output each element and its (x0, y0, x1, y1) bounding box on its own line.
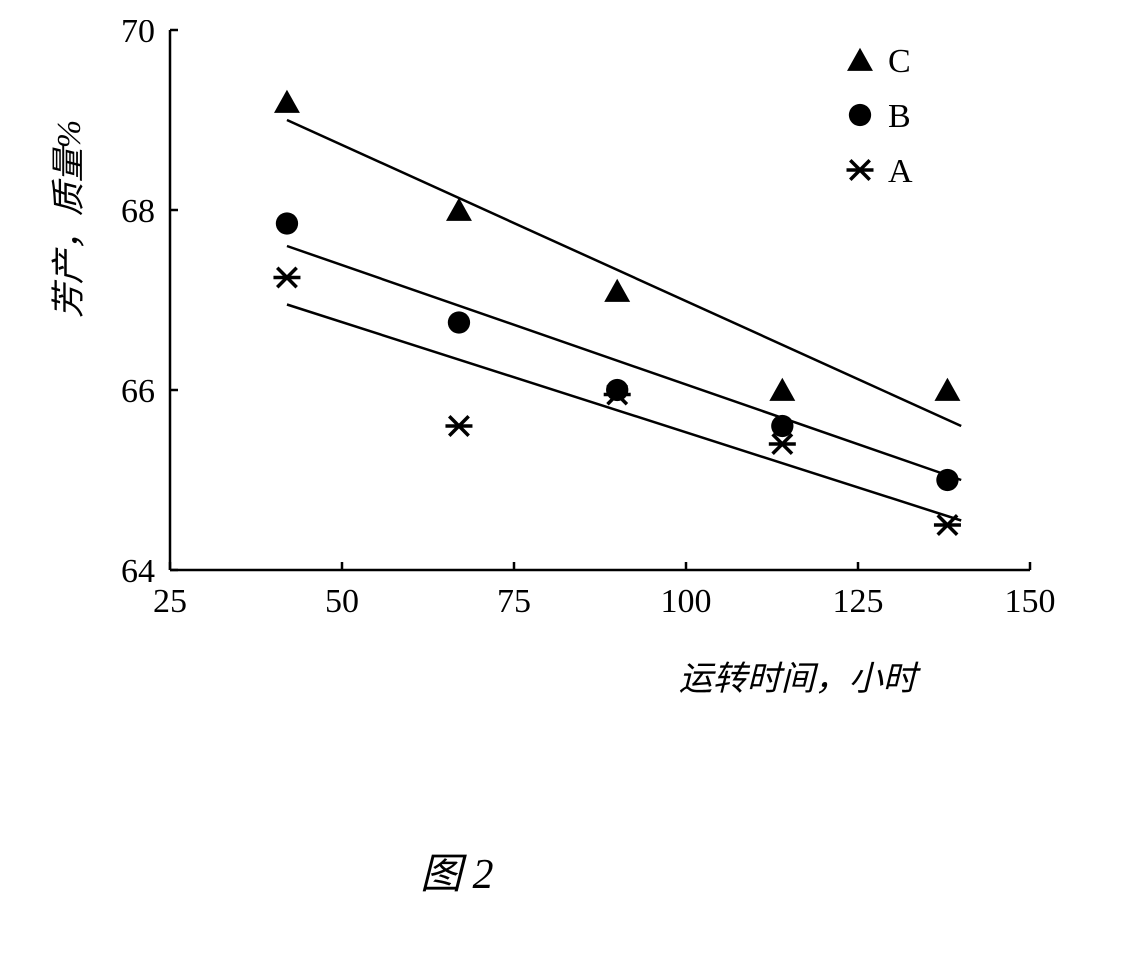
svg-text:芳产，质量%: 芳产，质量% (51, 120, 88, 318)
svg-text:68: 68 (121, 193, 155, 230)
svg-text:100: 100 (661, 583, 712, 620)
svg-text:125: 125 (833, 583, 884, 620)
svg-text:75: 75 (497, 583, 531, 620)
svg-text:50: 50 (325, 583, 359, 620)
svg-text:64: 64 (121, 553, 155, 590)
svg-text:70: 70 (121, 20, 155, 50)
svg-text:66: 66 (121, 373, 155, 410)
svg-text:A: A (888, 153, 913, 190)
svg-text:运转时间，小时: 运转时间，小时 (679, 661, 922, 698)
svg-text:150: 150 (1005, 583, 1056, 620)
svg-text:B: B (888, 98, 911, 135)
svg-text:C: C (888, 43, 911, 80)
svg-text:25: 25 (153, 583, 187, 620)
scatter-chart: 25 50 75 100 125 150 64 66 68 70 运转时间，小时 芳产，质量% CBA (50, 20, 1070, 720)
figure-caption: 图 2 (420, 840, 494, 901)
